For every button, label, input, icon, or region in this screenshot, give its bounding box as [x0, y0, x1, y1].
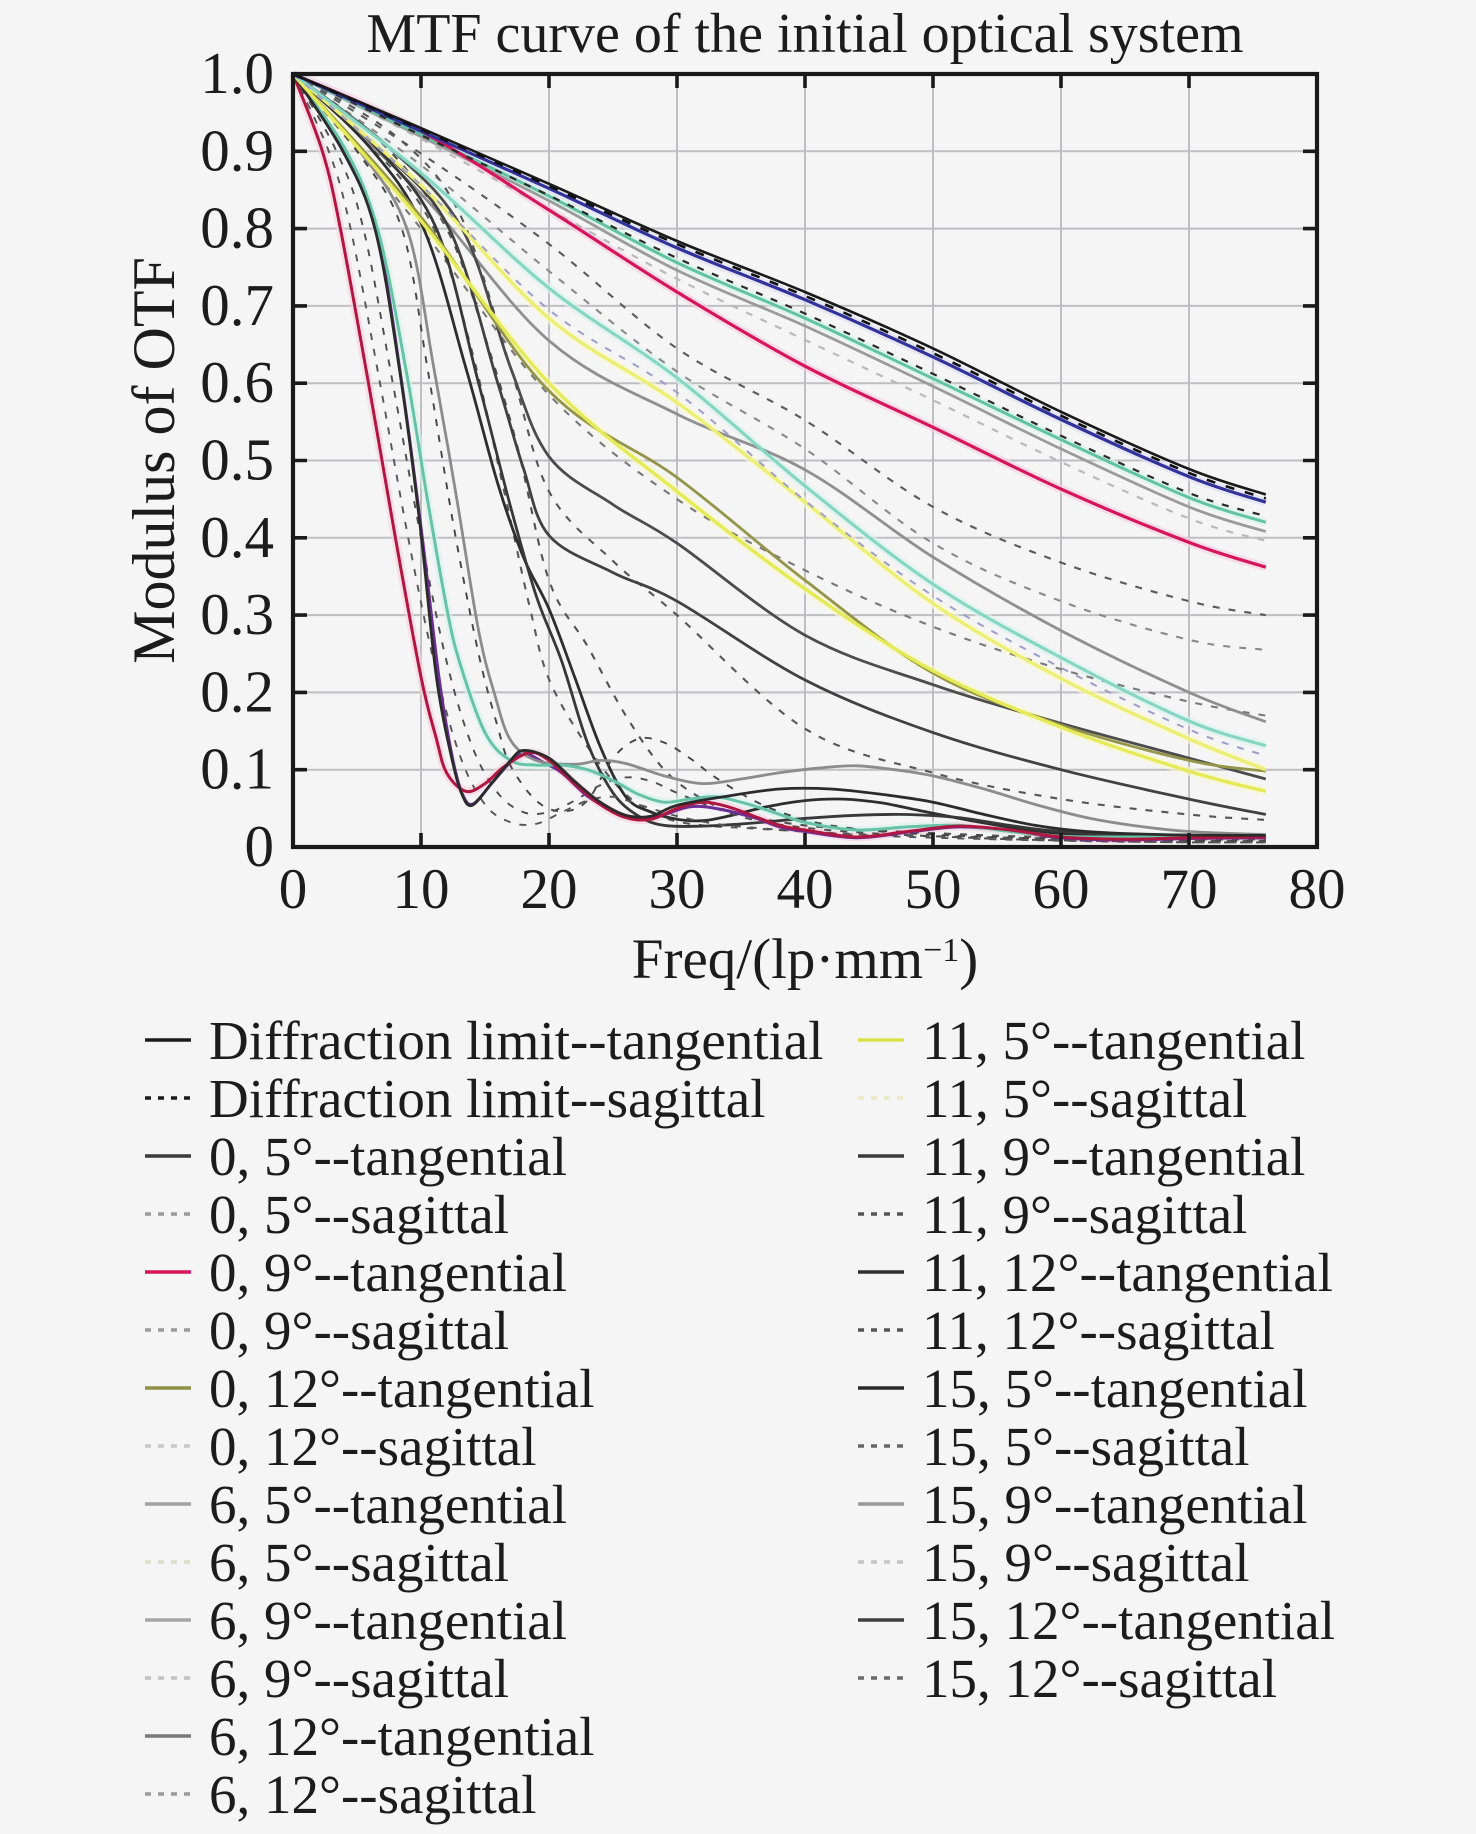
- svg-text:11, 5°--tangential: 11, 5°--tangential: [922, 1010, 1305, 1071]
- svg-text:60: 60: [1033, 858, 1090, 921]
- svg-text:10: 10: [393, 858, 450, 921]
- svg-text:20: 20: [521, 858, 578, 921]
- svg-text:15, 5°--sagittal: 15, 5°--sagittal: [922, 1416, 1249, 1477]
- svg-text:11, 12°--sagittal: 11, 12°--sagittal: [922, 1300, 1275, 1361]
- svg-text:11, 5°--sagittal: 11, 5°--sagittal: [922, 1068, 1247, 1129]
- svg-text:0, 12°--sagittal: 0, 12°--sagittal: [209, 1416, 536, 1477]
- svg-text:15, 12°--tangential: 15, 12°--tangential: [922, 1590, 1335, 1651]
- svg-text:0.4: 0.4: [200, 504, 274, 570]
- svg-text:80: 80: [1289, 858, 1346, 921]
- svg-text:40: 40: [777, 858, 834, 921]
- svg-text:11, 9°--tangential: 11, 9°--tangential: [922, 1126, 1305, 1187]
- svg-text:11, 9°--sagittal: 11, 9°--sagittal: [922, 1184, 1247, 1245]
- svg-text:70: 70: [1161, 858, 1218, 921]
- svg-text:MTF curve of the initial optic: MTF curve of the initial optical system: [366, 3, 1243, 65]
- svg-text:0, 12°--tangential: 0, 12°--tangential: [209, 1358, 594, 1419]
- svg-text:6, 9°--sagittal: 6, 9°--sagittal: [209, 1648, 509, 1709]
- svg-text:0.9: 0.9: [200, 117, 274, 183]
- svg-text:50: 50: [905, 858, 962, 921]
- svg-text:0.1: 0.1: [200, 736, 274, 802]
- svg-text:6, 9°--tangential: 6, 9°--tangential: [209, 1590, 567, 1651]
- svg-text:0, 5°--sagittal: 0, 5°--sagittal: [209, 1184, 509, 1245]
- svg-text:0.3: 0.3: [200, 581, 274, 647]
- svg-text:11, 12°--tangential: 11, 12°--tangential: [922, 1242, 1333, 1303]
- svg-text:0.7: 0.7: [200, 272, 274, 338]
- svg-text:0.6: 0.6: [200, 349, 274, 415]
- svg-text:Diffraction limit--tangential: Diffraction limit--tangential: [209, 1010, 823, 1071]
- svg-text:15, 12°--sagittal: 15, 12°--sagittal: [922, 1648, 1277, 1709]
- svg-text:0.8: 0.8: [200, 195, 274, 261]
- svg-text:0.2: 0.2: [200, 658, 274, 724]
- svg-text:6, 12°--tangential: 6, 12°--tangential: [209, 1706, 594, 1767]
- svg-text:Diffraction limit--sagittal: Diffraction limit--sagittal: [209, 1068, 765, 1129]
- svg-text:0, 5°--tangential: 0, 5°--tangential: [209, 1126, 567, 1187]
- svg-text:Freq/(lp·mm−1): Freq/(lp·mm−1): [632, 928, 978, 991]
- svg-text:0: 0: [279, 858, 308, 921]
- svg-text:0: 0: [245, 813, 275, 879]
- svg-text:15, 9°--tangential: 15, 9°--tangential: [922, 1474, 1307, 1535]
- svg-text:6, 12°--sagittal: 6, 12°--sagittal: [209, 1764, 536, 1825]
- svg-text:30: 30: [649, 858, 706, 921]
- svg-text:1.0: 1.0: [200, 40, 274, 106]
- svg-text:0.5: 0.5: [200, 427, 274, 493]
- svg-text:0, 9°--sagittal: 0, 9°--sagittal: [209, 1300, 509, 1361]
- svg-text:0, 9°--tangential: 0, 9°--tangential: [209, 1242, 567, 1303]
- svg-text:15, 5°--tangential: 15, 5°--tangential: [922, 1358, 1307, 1419]
- svg-text:Modulus of OTF: Modulus of OTF: [121, 257, 187, 664]
- svg-text:15, 9°--sagittal: 15, 9°--sagittal: [922, 1532, 1249, 1593]
- svg-text:6, 5°--sagittal: 6, 5°--sagittal: [209, 1532, 509, 1593]
- svg-text:6, 5°--tangential: 6, 5°--tangential: [209, 1474, 567, 1535]
